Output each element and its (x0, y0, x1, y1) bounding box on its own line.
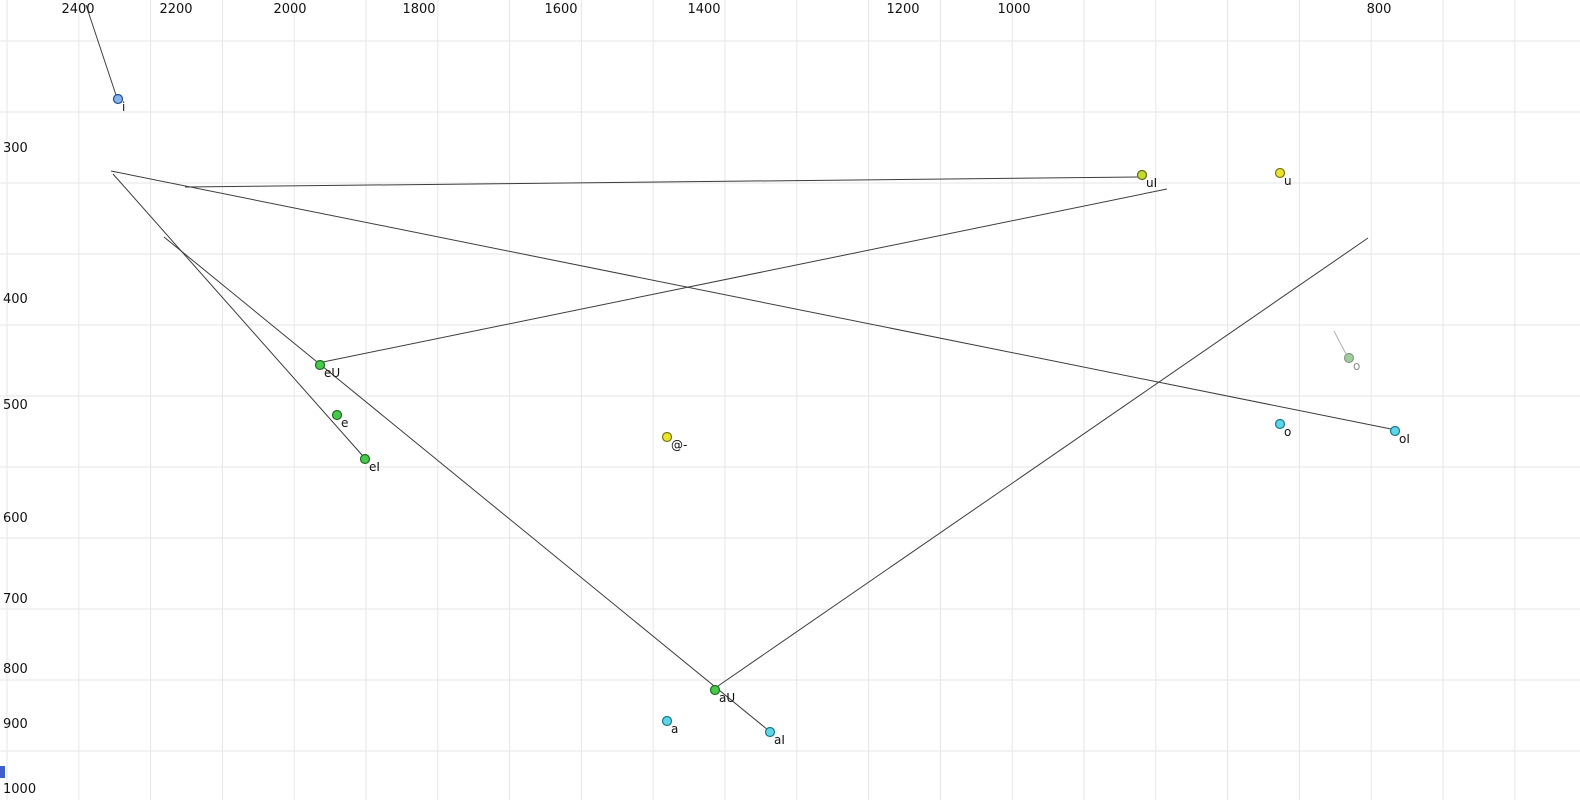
vowel-point-o[interactable] (1274, 418, 1286, 430)
trajectory-line-uI-glide (184, 176, 1139, 188)
trajectory-line-eI-glide (112, 173, 363, 456)
vowel-label-aU: aU (719, 691, 735, 705)
vowel-point-aI[interactable] (764, 726, 776, 738)
x-tick-label-2200: 2200 (159, 2, 192, 17)
x-tick-label-1600: 1600 (544, 2, 577, 17)
trajectory-line-aI-glide (163, 236, 769, 731)
vowel-label-o: o (1353, 359, 1360, 373)
y-tick-label-1000: 1000 (3, 782, 36, 797)
vowel-point-a[interactable] (661, 715, 673, 727)
y-tick-label-400: 400 (3, 292, 28, 307)
x-tick-label-1000: 1000 (997, 2, 1030, 17)
vowel-label-@-: @- (671, 438, 687, 452)
y-tick-label-800: 800 (3, 662, 28, 677)
vowel-label-u: u (1284, 174, 1292, 188)
y-tick-label-500: 500 (3, 398, 28, 413)
vowel-point-aU[interactable] (709, 684, 721, 696)
vowel-label-e: e (341, 416, 348, 430)
vowel-label-aI: aI (774, 733, 785, 747)
bottom-left-marker (0, 766, 5, 778)
vowel-point-u[interactable] (1274, 167, 1286, 179)
x-tick-label-1400: 1400 (687, 2, 720, 17)
trajectory-line-i-glide (85, 4, 117, 96)
vowel-label-uI: uI (1146, 176, 1157, 190)
vowel-point-oI[interactable] (1389, 425, 1401, 437)
vowel-point-@-[interactable] (661, 431, 673, 443)
y-tick-label-300: 300 (3, 141, 28, 156)
vowel-label-eI: eI (369, 460, 380, 474)
vowel-label-o: o (1284, 425, 1291, 439)
vowel-label-a: a (671, 722, 678, 736)
vowel-label-eU: eU (324, 366, 340, 380)
vowel-point-e[interactable] (331, 409, 343, 421)
y-tick-label-700: 700 (3, 592, 28, 607)
y-tick-label-600: 600 (3, 511, 28, 526)
vowel-point-eI[interactable] (359, 453, 371, 465)
vowel-label-i: i (122, 100, 125, 114)
x-tick-label-1800: 1800 (402, 2, 435, 17)
vowel-point-o[interactable] (1343, 352, 1355, 364)
trajectory-line-aU-glide (717, 237, 1369, 687)
x-tick-label-2000: 2000 (273, 2, 306, 17)
x-tick-label-2400: 2400 (61, 2, 94, 17)
trajectory-line-oI-glide (110, 170, 1392, 430)
vowel-point-eU[interactable] (314, 359, 326, 371)
x-tick-label-1200: 1200 (886, 2, 919, 17)
vowel-point-uI[interactable] (1136, 169, 1148, 181)
vowel-point-i[interactable] (112, 93, 124, 105)
trajectory-line-eU-glide (322, 188, 1168, 363)
x-tick-label-800: 800 (1367, 2, 1392, 17)
y-tick-label-900: 900 (3, 717, 28, 732)
trajectory-line-o-dim-glide (1333, 330, 1347, 355)
vowel-label-oI: oI (1399, 432, 1410, 446)
